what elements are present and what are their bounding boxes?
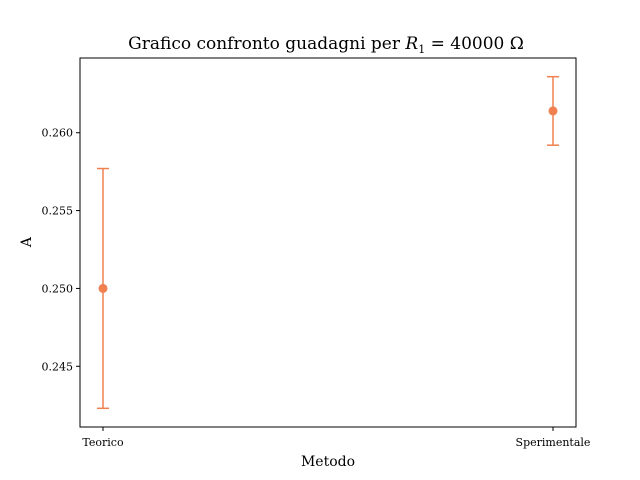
x-tick-label: Teorico	[82, 436, 124, 449]
y-tick-label: 0.255	[42, 205, 74, 218]
data-point	[548, 106, 558, 116]
y-tick-label: 0.250	[42, 282, 74, 295]
chart-title-prefix: Grafico confronto guadagni per	[128, 34, 405, 54]
data-marks	[97, 75, 559, 410]
chart-title-var: R	[404, 34, 418, 54]
x-axis-ticks: Teorico Sperimentale	[82, 427, 590, 449]
y-tick-label: 0.245	[42, 360, 74, 373]
plot-frame	[79, 57, 577, 428]
data-point	[98, 283, 108, 293]
y-tick-label: 0.260	[42, 127, 74, 140]
chart-title-sub: 1	[418, 43, 425, 56]
chart-title: Grafico confronto guadagni per R1 = 4000…	[128, 34, 524, 56]
x-tick-label: Sperimentale	[516, 436, 591, 449]
y-axis-ticks: 0.245 0.250 0.255 0.260	[42, 127, 80, 373]
y-axis-label: A	[19, 236, 35, 248]
chart-title-suffix: = 40000 Ω	[425, 34, 524, 54]
x-axis-label: Metodo	[301, 454, 355, 470]
